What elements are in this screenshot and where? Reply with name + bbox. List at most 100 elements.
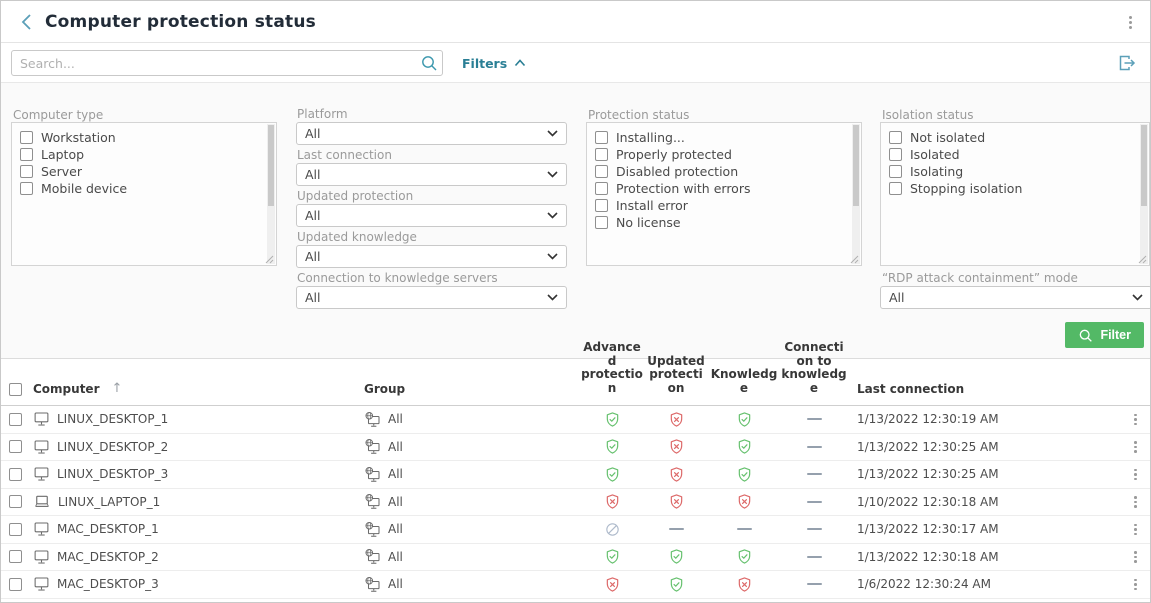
checkbox[interactable] xyxy=(595,182,608,195)
checkbox-stopping-isolation[interactable]: Stopping isolation xyxy=(889,180,1149,197)
search-row: Filters xyxy=(1,43,1150,83)
checkbox-install-error[interactable]: Install error xyxy=(595,197,861,214)
table-row[interactable]: LINUX_DESKTOP_3 All 1/13/2022 12:30:25 A… xyxy=(1,461,1150,489)
shield-x-icon xyxy=(670,494,682,509)
checkbox[interactable] xyxy=(595,148,608,161)
last-connection-select[interactable]: All xyxy=(296,163,567,186)
computer-name[interactable]: MAC_DESKTOP_1 xyxy=(57,522,159,537)
back-button[interactable] xyxy=(15,11,37,33)
table-row[interactable]: LINUX_DESKTOP_1 All 1/13/2022 12:30:19 A… xyxy=(1,406,1150,434)
computer-name[interactable]: LINUX_DESKTOP_1 xyxy=(57,412,169,427)
checkbox-mobile-device[interactable]: Mobile device xyxy=(20,180,276,197)
updated-protection-status xyxy=(643,576,709,593)
checkbox-properly-protected[interactable]: Properly protected xyxy=(595,146,861,163)
checkbox-server[interactable]: Server xyxy=(20,163,276,180)
shield-check-icon xyxy=(738,467,750,482)
computer-name[interactable]: MAC_DESKTOP_3 xyxy=(57,577,159,592)
resize-handle-icon[interactable] xyxy=(850,255,859,264)
row-checkbox[interactable] xyxy=(9,550,22,564)
resize-handle-icon[interactable] xyxy=(1138,255,1147,264)
computer-name[interactable]: LINUX_DESKTOP_2 xyxy=(57,439,169,454)
search-input[interactable] xyxy=(12,55,416,71)
knowledge-status xyxy=(709,576,779,593)
checkbox[interactable] xyxy=(595,216,608,229)
last-connection-value: 1/13/2022 12:30:25 AM xyxy=(857,439,999,454)
row-checkbox[interactable] xyxy=(9,522,22,536)
computer-name[interactable]: LINUX_DESKTOP_3 xyxy=(57,467,169,482)
table-row[interactable]: LINUX_DESKTOP_2 All 1/13/2022 12:30:25 A… xyxy=(1,433,1150,461)
last-connection-value: 1/13/2022 12:30:19 AM xyxy=(857,412,999,427)
scrollbar[interactable] xyxy=(852,124,860,264)
select-all-checkbox[interactable] xyxy=(9,383,22,396)
table-row[interactable]: MAC_DESKTOP_3 All 1/6/2022 12:30:24 AM xyxy=(1,571,1150,599)
row-checkbox[interactable] xyxy=(9,412,22,426)
connection-to-knowledge-status xyxy=(779,528,849,531)
row-checkbox[interactable] xyxy=(9,440,22,454)
last-connection-value: 1/6/2022 12:30:24 AM xyxy=(857,577,991,592)
checkbox[interactable] xyxy=(889,165,902,178)
connection-to-knowledge-servers-select[interactable]: All xyxy=(296,286,567,309)
export-icon[interactable] xyxy=(1115,51,1139,75)
checkbox[interactable] xyxy=(595,165,608,178)
updated-protection-status xyxy=(643,466,709,483)
row-menu-kebab-icon[interactable] xyxy=(1130,465,1141,485)
checkbox-no-license[interactable]: No license xyxy=(595,214,861,231)
shield-x-icon xyxy=(670,439,682,454)
row-checkbox[interactable] xyxy=(9,495,22,509)
rdp-mode-select[interactable]: All xyxy=(880,286,1150,309)
checkbox-workstation[interactable]: Workstation xyxy=(20,129,276,146)
checkbox-laptop[interactable]: Laptop xyxy=(20,146,276,163)
checkbox-protection-with-errors[interactable]: Protection with errors xyxy=(595,180,861,197)
computer-name[interactable]: LINUX_LAPTOP_1 xyxy=(58,494,161,509)
checkbox-installing[interactable]: Installing... xyxy=(595,129,861,146)
table-row[interactable]: MAC_DESKTOP_2 All 1/13/2022 12:30:18 AM xyxy=(1,543,1150,571)
checkbox-disabled-protection[interactable]: Disabled protection xyxy=(595,163,861,180)
desktop-icon xyxy=(34,440,49,454)
row-menu-kebab-icon[interactable] xyxy=(1130,520,1141,540)
row-menu-kebab-icon[interactable] xyxy=(1130,437,1141,457)
group-name: All xyxy=(388,439,403,454)
checkbox[interactable] xyxy=(20,148,33,161)
checkbox[interactable] xyxy=(889,148,902,161)
checkbox[interactable] xyxy=(20,165,33,178)
updated-knowledge-select[interactable]: All xyxy=(296,245,567,268)
shield-x-icon xyxy=(670,412,682,427)
updated-protection-status xyxy=(643,411,709,428)
group-name: All xyxy=(388,549,403,564)
row-checkbox[interactable] xyxy=(9,577,22,591)
page-title: Computer protection status xyxy=(45,11,316,32)
updated-protection-status xyxy=(643,528,709,531)
checkbox-isolating[interactable]: Isolating xyxy=(889,163,1149,180)
row-menu-kebab-icon[interactable] xyxy=(1130,492,1141,512)
column-header-computer[interactable]: Computer ↑ xyxy=(33,381,123,396)
checkbox-not-isolated[interactable]: Not isolated xyxy=(889,129,1149,146)
computer-name[interactable]: MAC_DESKTOP_2 xyxy=(57,549,159,564)
checkbox[interactable] xyxy=(595,199,608,212)
updated-protection-select[interactable]: All xyxy=(296,204,567,227)
scrollbar[interactable] xyxy=(1140,124,1148,264)
checkbox[interactable] xyxy=(889,182,902,195)
group-icon-slot xyxy=(364,438,382,455)
checkbox[interactable] xyxy=(889,131,902,144)
page-menu-kebab-icon[interactable] xyxy=(1120,10,1140,34)
table-row[interactable]: LINUX_LAPTOP_1 All 1/10/2022 12:30:18 AM xyxy=(1,488,1150,516)
platform-select[interactable]: All xyxy=(296,122,567,145)
scrollbar[interactable] xyxy=(267,124,275,264)
resize-handle-icon[interactable] xyxy=(265,255,274,264)
filter-button[interactable]: Filter xyxy=(1065,322,1144,348)
isolation-status-listbox: Not isolated Isolated Isolating Stopping… xyxy=(880,122,1150,266)
checkbox[interactable] xyxy=(20,182,33,195)
row-checkbox[interactable] xyxy=(9,467,22,481)
search-icon[interactable] xyxy=(416,51,442,75)
filters-toggle[interactable]: Filters xyxy=(462,43,526,83)
connection-to-knowledge-status xyxy=(779,583,849,586)
checkbox[interactable] xyxy=(595,131,608,144)
checkbox-isolated[interactable]: Isolated xyxy=(889,146,1149,163)
checkbox[interactable] xyxy=(20,131,33,144)
table-row[interactable]: MAC_DESKTOP_1 All 1/13/2022 12:30:17 AM xyxy=(1,516,1150,544)
row-menu-kebab-icon[interactable] xyxy=(1130,547,1141,567)
row-menu-kebab-icon[interactable] xyxy=(1130,410,1141,430)
row-menu-kebab-icon[interactable] xyxy=(1130,575,1141,595)
chevron-down-icon xyxy=(547,130,558,137)
